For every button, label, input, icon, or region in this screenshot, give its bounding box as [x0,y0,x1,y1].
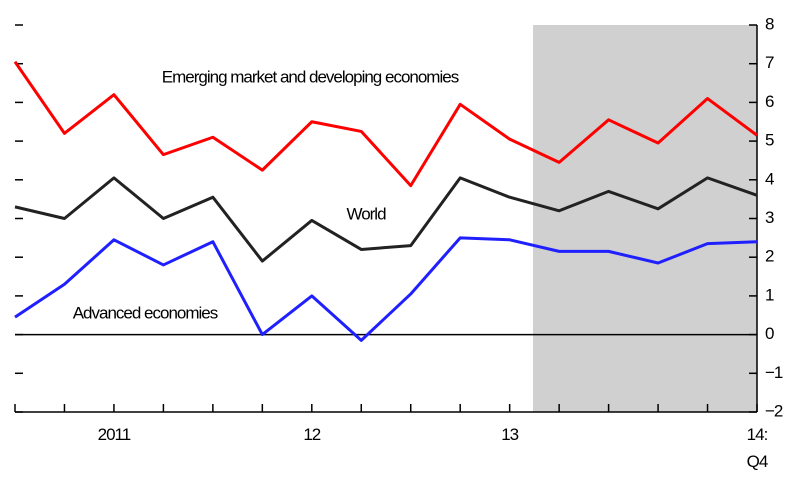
series-line [14,236,758,342]
series-label: Emerging market and developing economies [162,67,459,86]
series-line [14,176,758,263]
projection-shade [533,25,757,412]
y-tick-label: 3 [765,208,774,227]
series-line [13,60,758,188]
y-tick-label: 7 [765,53,774,72]
y-tick-label: 6 [765,92,774,111]
series-label: World [346,204,386,223]
y-tick-label: 1 [765,285,774,304]
y-tick-label: 4 [765,169,774,188]
y-tick-label: −2 [765,401,783,420]
y-tick-label: −1 [765,363,783,382]
y-tick-label: 2 [765,247,774,266]
y-tick-label: 5 [765,131,774,150]
x-tick-label: 2011 [98,425,131,444]
series-label: Advanced economies [73,303,218,322]
x-tick-label: 12 [303,425,320,444]
x-tick-label: 13 [501,425,518,444]
y-tick-label: 8 [765,14,774,33]
x-tick-label: 14: Q4 [747,425,768,471]
y-tick-label: 0 [765,324,774,343]
